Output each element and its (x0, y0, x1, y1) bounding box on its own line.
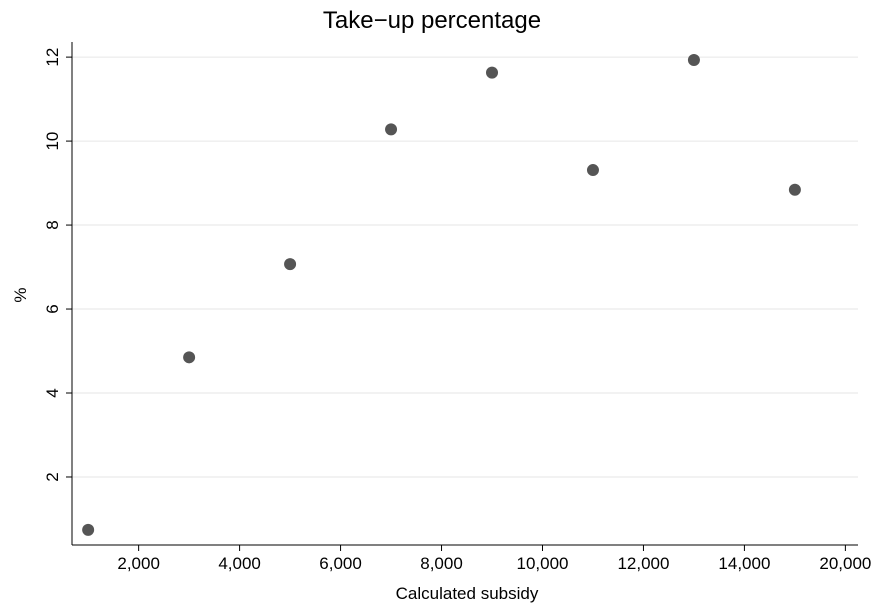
y-tick-label: 8 (43, 220, 62, 229)
point (385, 123, 398, 136)
chart-title: Take−up percentage (323, 7, 541, 34)
x-axis-label: Calculated subsidy (396, 584, 539, 603)
y-tick-label: 2 (43, 472, 62, 481)
y-tick-label: 4 (43, 388, 62, 397)
x-tick-label: 12,000 (617, 554, 669, 573)
point (687, 54, 700, 67)
x-tick-label: 8,000 (420, 554, 463, 573)
point (284, 258, 297, 271)
x-tick-label: 20,000 (819, 554, 871, 573)
y-tick-label: 10 (43, 132, 62, 151)
point (82, 523, 95, 536)
x-tick-label: 6,000 (319, 554, 362, 573)
point (586, 164, 599, 177)
y-axis-label: % (11, 287, 30, 302)
x-tick-label: 4,000 (218, 554, 261, 573)
y-tick-label: 12 (43, 48, 62, 67)
point (788, 183, 801, 196)
y-tick-label: 6 (43, 304, 62, 313)
x-tick-label: 14,000 (718, 554, 770, 573)
point (183, 351, 196, 364)
x-tick-label: 10,000 (516, 554, 568, 573)
x-tick-label: 2,000 (117, 554, 160, 573)
point (486, 66, 499, 79)
